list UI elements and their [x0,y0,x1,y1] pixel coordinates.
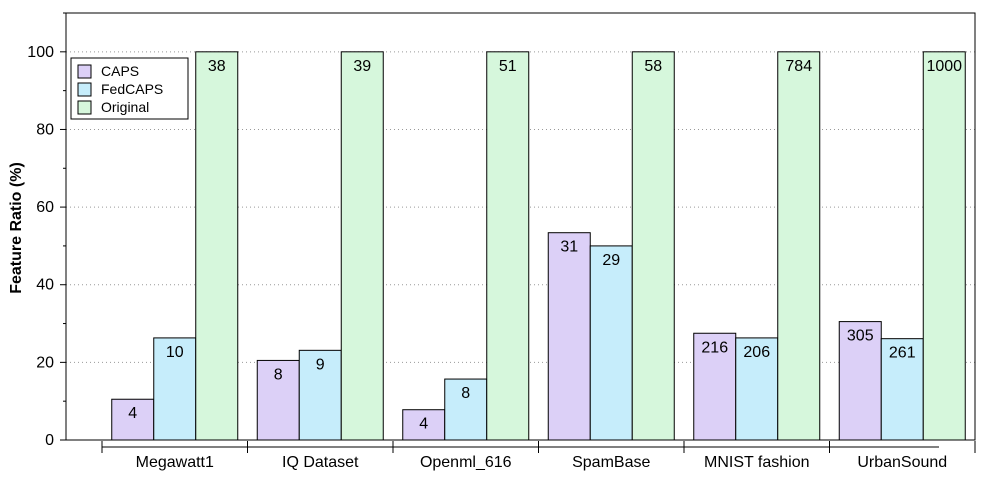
y-tick-label: 80 [36,121,54,138]
bar-value-label: 8 [461,385,470,402]
legend-label-caps: CAPS [101,63,139,79]
bar-original-1 [195,51,239,441]
x-tick-label: SpamBase [572,454,650,471]
x-tick-label: UrbanSound [857,454,947,471]
y-tick-label: 0 [45,432,54,449]
bar-fedcaps-5 [735,337,779,441]
y-axis-label: Feature Ratio (%) [8,162,25,294]
bar-value-label: 29 [602,252,620,269]
bar-value-label: 216 [701,339,728,356]
bar-value-label: 206 [743,344,770,361]
y-tick-label: 20 [36,354,54,371]
bar-value-label: 31 [560,239,578,256]
bar-fedcaps-4 [589,245,633,441]
y-tick-label: 100 [27,44,54,61]
bar-value-label: 58 [644,58,662,75]
plot-frame [65,12,976,441]
x-tick-label: Openml_616 [420,454,512,471]
bar-fedcaps-3 [444,378,488,441]
bar-value-label: 39 [353,58,371,75]
bar-original-6 [922,51,966,441]
bar-value-label: 4 [419,416,428,433]
legend-label-original: Original [101,99,149,115]
x-tick-label: IQ Dataset [282,454,359,471]
bar-value-label: 784 [785,58,812,75]
legend-swatch-original [77,100,92,115]
bar-value-label: 51 [499,58,517,75]
bar-value-label: 9 [316,356,325,373]
x-tick-label: Megawatt1 [136,454,214,471]
bar-fedcaps-1 [153,337,197,441]
bar-value-label: 4 [128,405,137,422]
bar-value-labels: 4 10 38 8 9 39 4 8 51 31 29 58 216 206 784 305 261 1000 [128,58,962,433]
bar-original-3 [486,51,530,441]
x-tick-label: MNIST fashion [704,454,810,471]
bar-value-label: 10 [166,344,184,361]
bar-original-5 [777,51,821,441]
bar-value-label: 38 [208,58,226,75]
legend-swatch-fedcaps [77,82,92,97]
legend-swatch-caps [77,64,92,79]
y-tick-label: 40 [36,277,54,294]
legend: CAPS FedCAPS Original [70,57,189,120]
bar-value-label: 8 [274,366,283,383]
bar-original-2 [340,51,384,441]
legend-label-fedcaps: FedCAPS [101,81,163,97]
bar-value-label: 261 [889,345,916,362]
bar-original-4 [631,51,675,441]
bar-value-label: 305 [847,328,874,345]
bar-caps-2 [256,359,300,441]
bar-caps-1 [111,398,155,441]
bar-caps-4 [547,232,591,441]
axes: Megawatt1 IQ Dataset Openml_616 SpamBase MNI… [27,12,976,471]
y-tick-label: 60 [36,199,54,216]
bars [111,51,966,441]
bar-value-label: 1000 [926,58,962,75]
bar-fedcaps-6 [880,338,924,441]
